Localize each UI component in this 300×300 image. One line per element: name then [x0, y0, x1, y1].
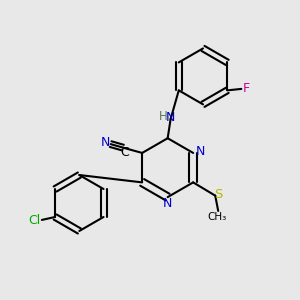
Text: N: N: [101, 136, 110, 149]
Text: N: N: [165, 111, 175, 124]
Text: CH₃: CH₃: [208, 212, 227, 222]
Text: Cl: Cl: [28, 214, 40, 227]
Text: H: H: [159, 110, 168, 123]
Text: C: C: [120, 146, 129, 159]
Text: S: S: [214, 188, 223, 201]
Text: N: N: [196, 145, 205, 158]
Text: N: N: [163, 197, 172, 210]
Text: F: F: [243, 82, 250, 95]
